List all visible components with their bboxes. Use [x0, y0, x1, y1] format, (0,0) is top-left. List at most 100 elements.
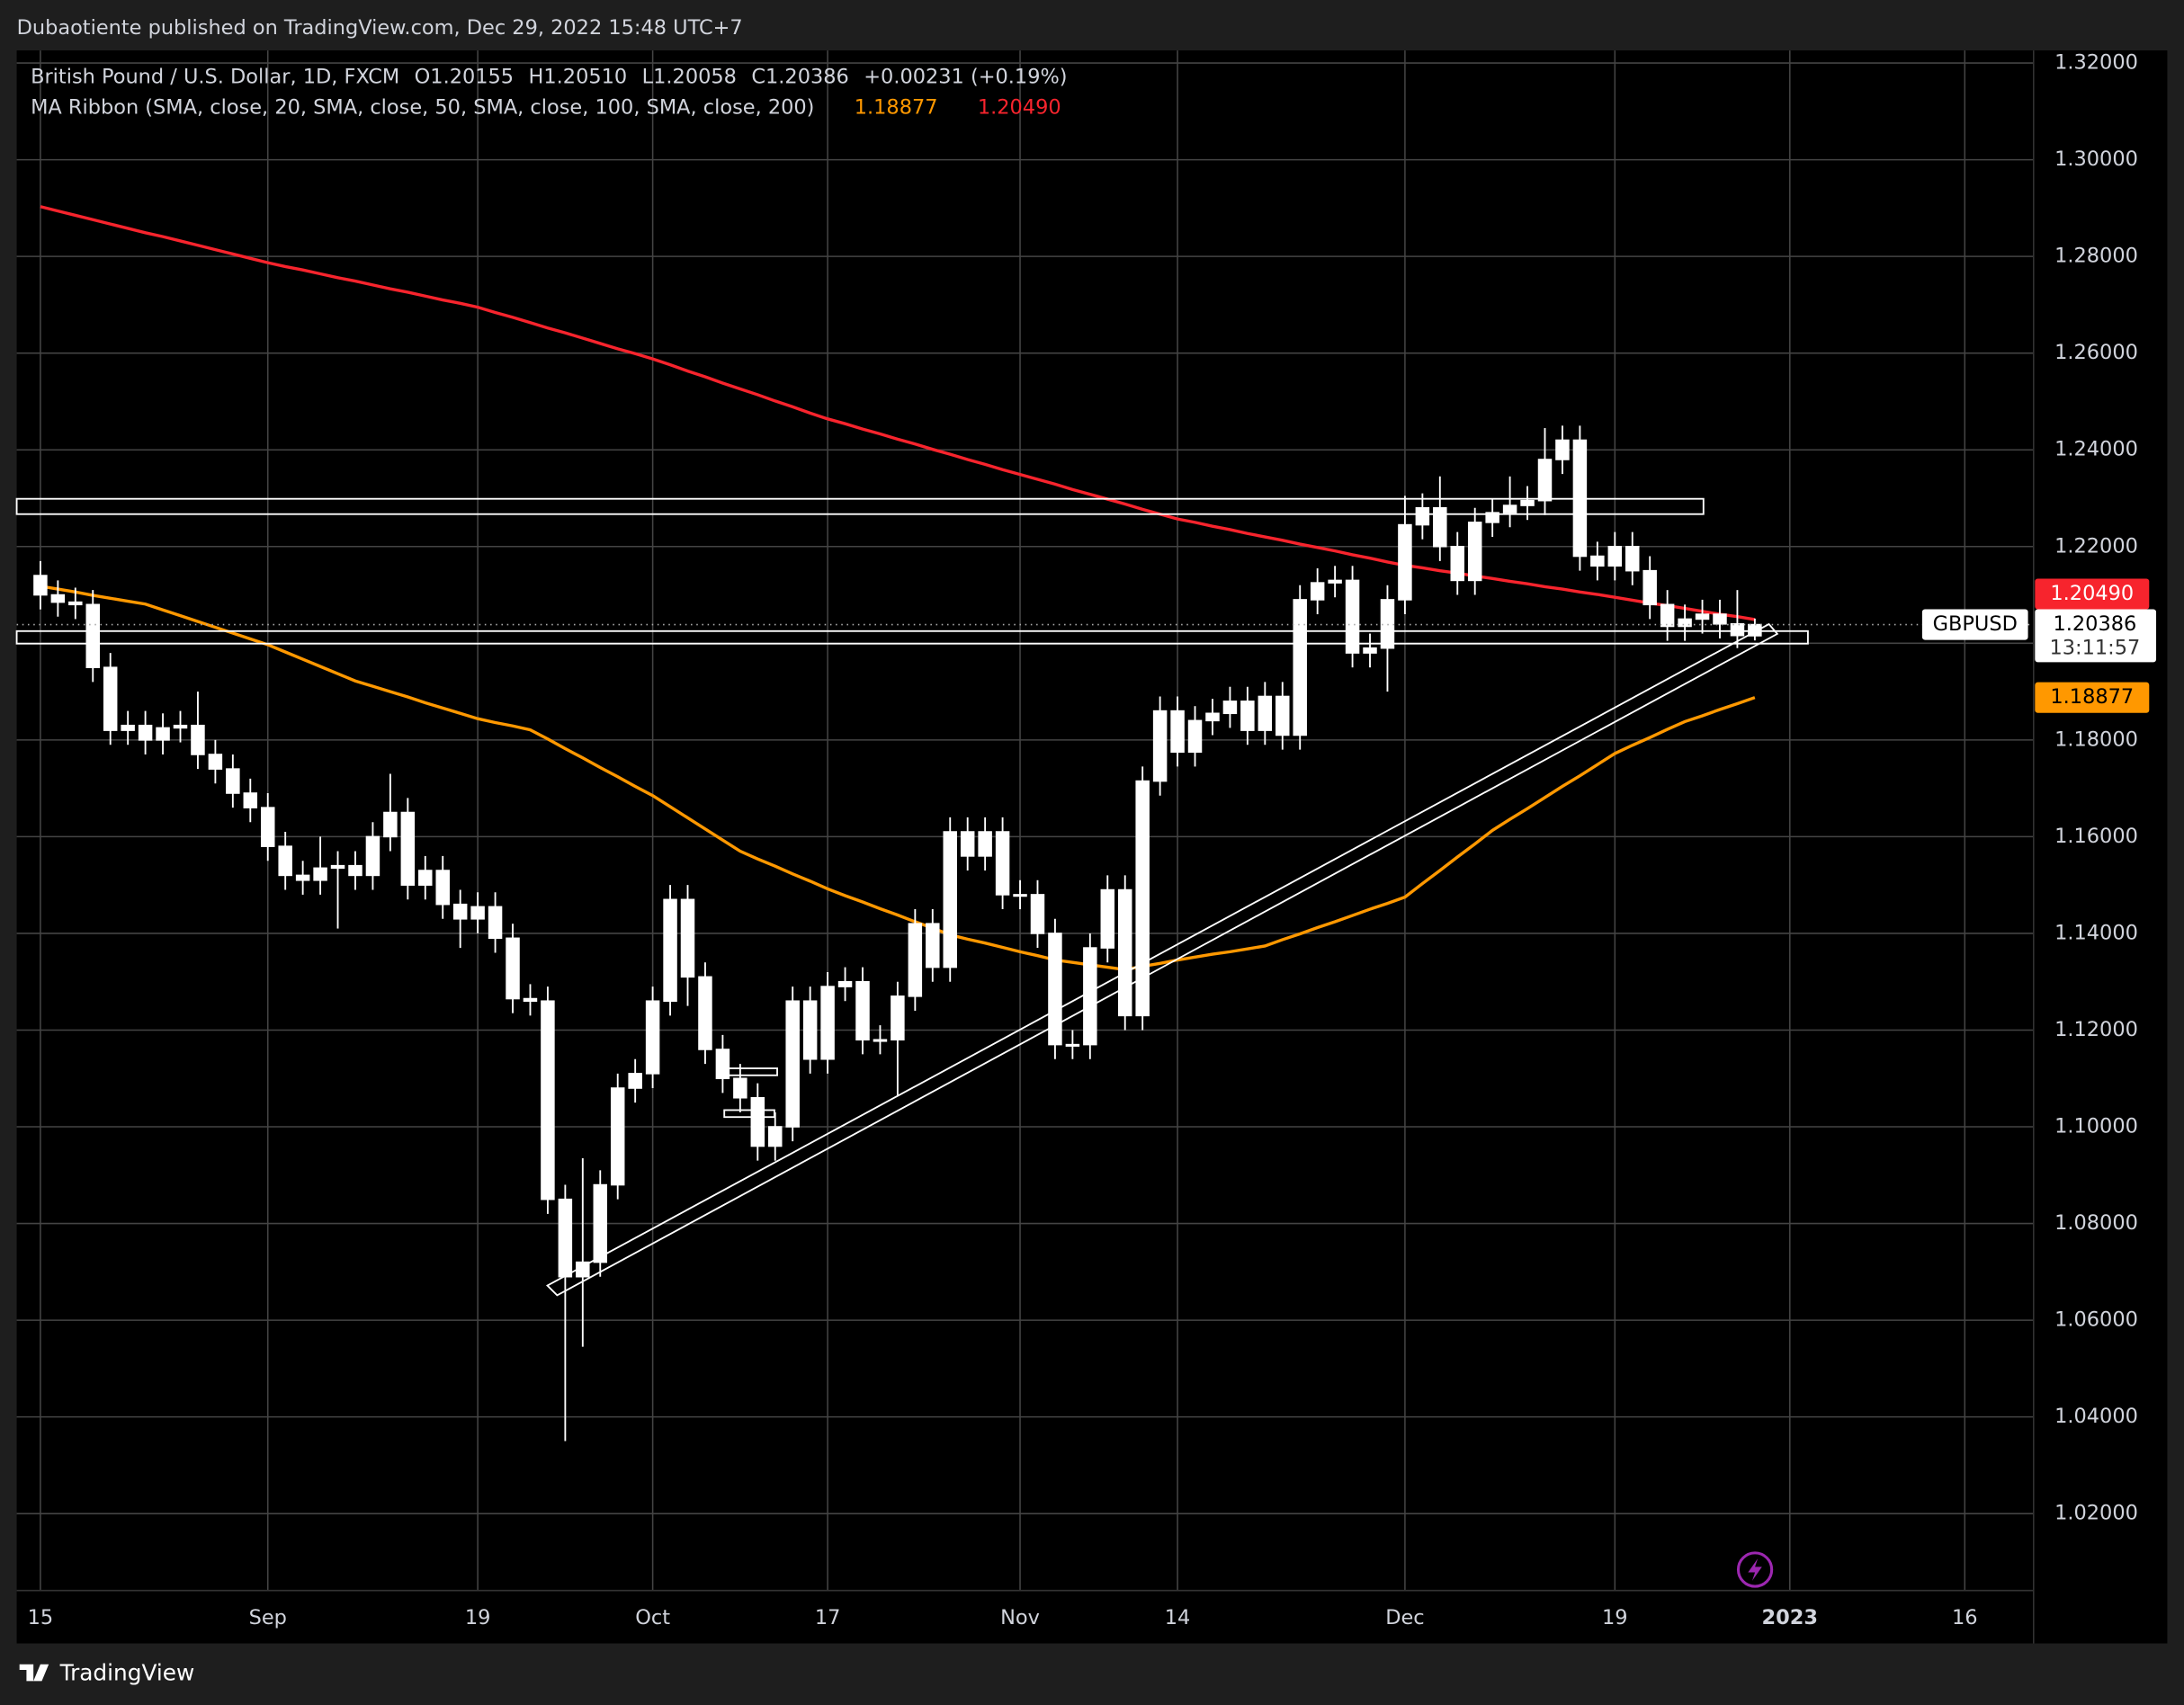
y-tick-label: 1.18000: [2054, 728, 2138, 751]
x-tick-label: 19: [465, 1606, 491, 1629]
alert-icon[interactable]: [1736, 1551, 1774, 1588]
candle-body: [1275, 695, 1290, 736]
candle-body: [452, 903, 468, 920]
candle-body: [1222, 701, 1238, 715]
candle-body: [1293, 599, 1307, 736]
candle-body: [1048, 933, 1062, 1046]
candle-body: [278, 845, 292, 877]
candle-body: [1642, 569, 1657, 606]
candle-body: [715, 1049, 730, 1080]
candle-body: [943, 831, 957, 969]
candle-body: [873, 1039, 888, 1042]
candle-body: [768, 1126, 783, 1147]
candle-body: [50, 594, 66, 603]
candle-body: [348, 864, 363, 877]
x-tick-label: 17: [815, 1606, 841, 1629]
candle-body: [837, 980, 853, 987]
candle-body: [645, 1000, 660, 1075]
drawings: [15, 497, 1809, 1297]
candle-body: [1485, 512, 1499, 523]
candle-body: [1240, 701, 1255, 731]
y-tick-label: 1.24000: [2054, 438, 2138, 461]
alert-bolt[interactable]: [1748, 1558, 1762, 1581]
candle-body: [1678, 618, 1692, 628]
indicator-line: MA Ribbon (SMA, close, 20, SMA, close, 5…: [31, 95, 1061, 119]
candle-body: [1502, 504, 1517, 513]
candle-body: [435, 870, 450, 906]
x-tick-label: 14: [1165, 1606, 1191, 1629]
candle-body: [541, 1000, 555, 1201]
candle-body: [208, 754, 223, 770]
candle-body: [260, 807, 275, 847]
change: +0.00231 (+0.19%): [864, 65, 1067, 88]
small-zone: [723, 1067, 778, 1076]
ma-badge-text: 1.20490: [2050, 582, 2134, 605]
candle-body: [191, 724, 205, 755]
candle-body: [1065, 1043, 1080, 1047]
symbol-badge: [1921, 609, 2028, 640]
legend-line: British Pound / U.S. Dollar, 1D, FXCM O1…: [31, 65, 1068, 88]
candle-body: [1433, 506, 1447, 548]
candle-body: [68, 601, 83, 606]
y-tick-label: 1.08000: [2054, 1211, 2138, 1235]
logo: TradingView: [19, 1660, 194, 1686]
candle-body: [1328, 579, 1342, 584]
price-badge: [2035, 609, 2157, 663]
ma-badge: [2035, 578, 2150, 610]
candle-body: [820, 986, 835, 1060]
ohlc-high: H1.20510: [529, 65, 628, 88]
ma-badge-text: 1.18877: [2050, 685, 2134, 709]
candle-body: [506, 937, 520, 1000]
candle-body: [523, 997, 538, 1002]
candle-body: [173, 724, 188, 729]
candle-body: [891, 995, 905, 1041]
moving-average-line: [40, 585, 1756, 971]
candle-body: [558, 1198, 573, 1278]
candle-body: [488, 906, 503, 940]
x-tick-label: Nov: [1000, 1606, 1040, 1629]
y-tick-label: 1.28000: [2054, 245, 2138, 268]
candle-body: [1625, 545, 1640, 572]
y-tick-label: 1.16000: [2054, 825, 2138, 848]
y-tick-label: 1.26000: [2054, 341, 2138, 364]
candle-body: [85, 603, 100, 668]
candle-body: [400, 811, 416, 886]
y-tick-label: 1.32000: [2054, 51, 2138, 75]
alert-ring[interactable]: [1736, 1551, 1774, 1588]
candle-body: [1450, 545, 1464, 582]
logo-mark: [19, 1664, 49, 1682]
candle-body: [855, 980, 870, 1041]
candle-body: [610, 1087, 625, 1186]
candle-body: [1117, 888, 1132, 1017]
ohlc-close: C1.20386: [751, 65, 848, 88]
candle-body: [1135, 780, 1150, 1017]
plot: [16, 205, 2034, 1442]
resistance-zone: [15, 497, 1705, 515]
candle-body: [1398, 523, 1412, 601]
candle-body: [1083, 947, 1097, 1046]
candle-body: [365, 835, 380, 877]
candle-body: [1730, 623, 1745, 637]
y-tick-label: 1.30000: [2054, 147, 2138, 171]
candle-body: [908, 923, 923, 997]
ma-badge: [2035, 682, 2150, 713]
candle-body: [628, 1073, 642, 1089]
candle-body: [295, 874, 310, 881]
y-tick-label: 1.12000: [2054, 1018, 2138, 1041]
candle-body: [470, 906, 485, 920]
candle-body: [1590, 555, 1605, 567]
candle-body: [330, 864, 345, 870]
candle-body: [680, 898, 695, 978]
candle-body: [1467, 522, 1482, 582]
candle-body: [750, 1096, 765, 1147]
candle-body: [1205, 712, 1220, 722]
candle-body: [1660, 603, 1675, 628]
candle-body: [995, 831, 1010, 896]
candle-body: [1555, 439, 1570, 460]
candle-body: [960, 831, 975, 857]
candle-body: [978, 831, 992, 857]
ma-value: 1.18877: [855, 95, 938, 119]
candle-body: [1537, 459, 1553, 502]
